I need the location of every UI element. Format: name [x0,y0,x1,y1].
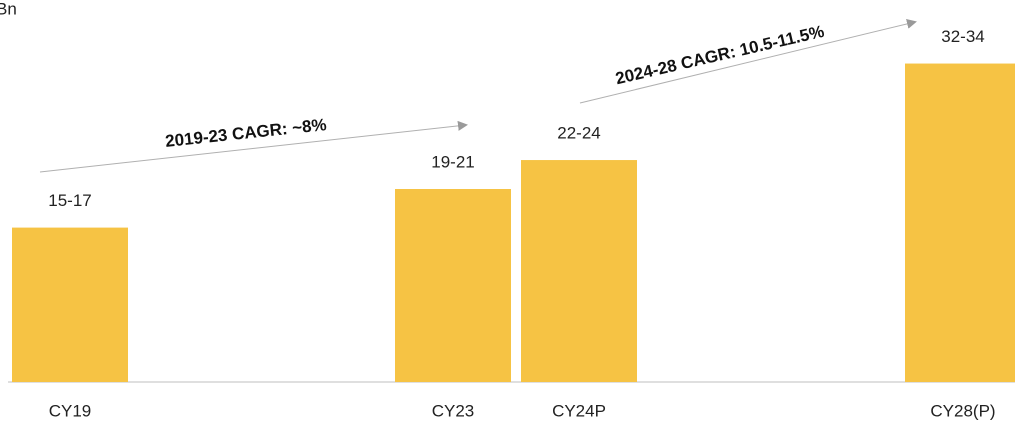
annotation: 2024-28 CAGR: 10.5-11.5% [614,22,826,89]
annotation: 2019-23 CAGR: ~8% [164,115,327,151]
value-label: 19-21 [431,152,474,171]
x-tick-label: CY24P [552,401,606,420]
bar [521,160,637,382]
trend-arrow [39,120,468,173]
bar [395,189,511,382]
value-label: 32-34 [941,27,984,46]
x-tick-label: CY19 [49,401,92,420]
value-label: 15-17 [48,191,91,210]
bar [905,63,1015,383]
x-tick-label: CY23 [432,401,475,420]
trend-arrow [579,19,917,104]
unit-label: Bn [0,0,17,18]
x-tick-label: CY28(P) [930,401,995,420]
value-label: 22-24 [557,124,600,143]
bar [12,227,128,382]
